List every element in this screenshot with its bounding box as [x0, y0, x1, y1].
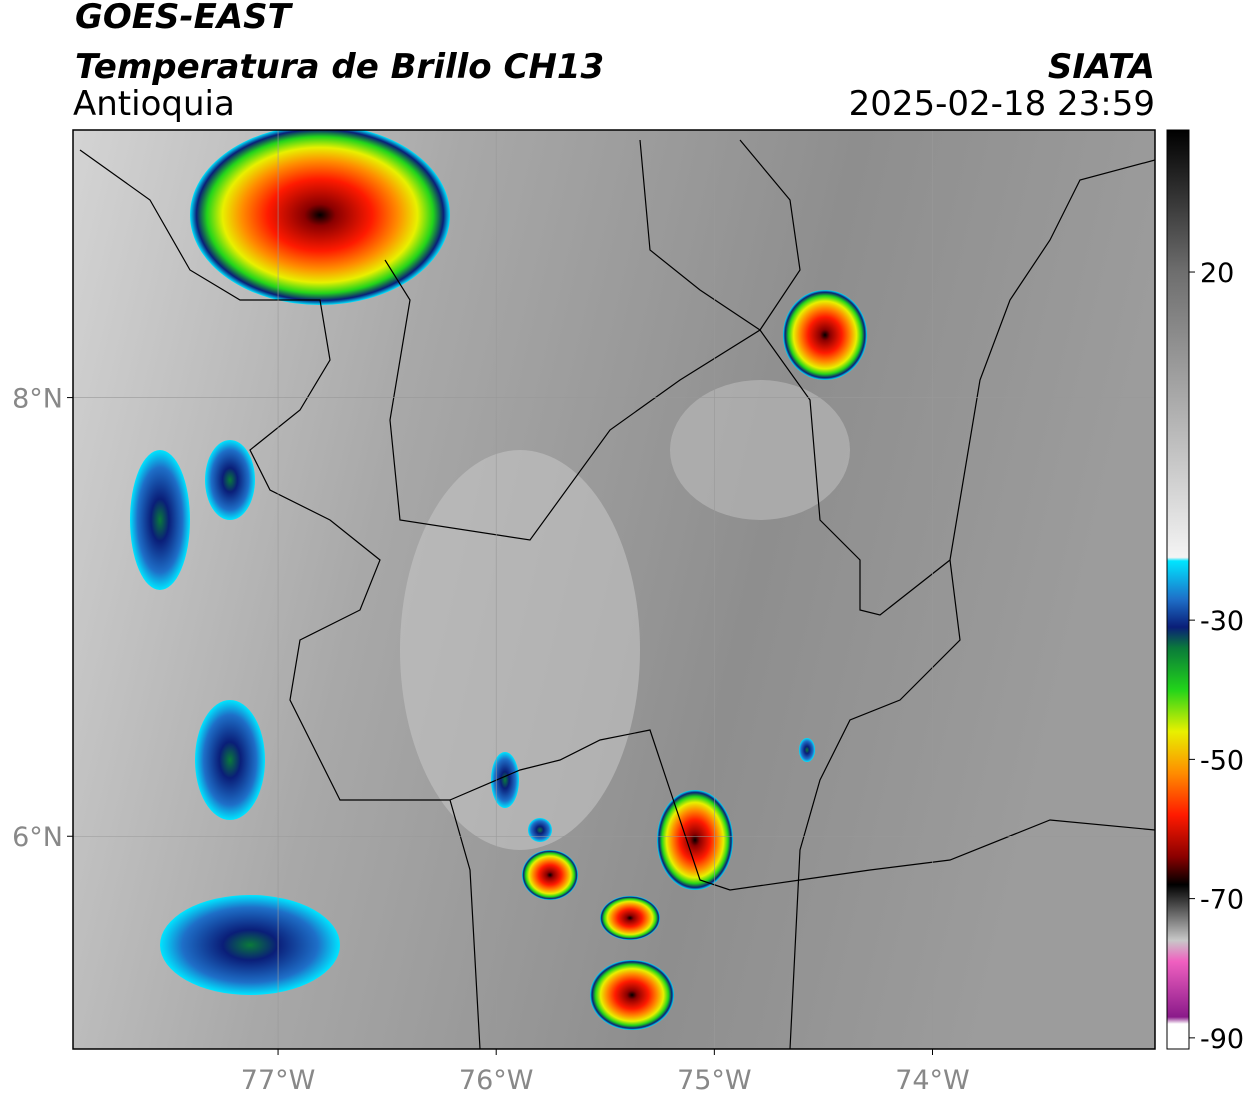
cold-cloud — [205, 440, 255, 520]
colorbar — [1166, 129, 1190, 1050]
cold-cloud — [491, 752, 519, 808]
region-label: Antioquia — [73, 84, 235, 124]
x-tick-label: 75°W — [677, 1065, 752, 1096]
product-title: Temperatura de Brillo CH13 — [75, 47, 604, 87]
x-tick-label: 74°W — [895, 1065, 970, 1096]
imagery — [73, 130, 1155, 1049]
storm — [190, 130, 450, 305]
storm — [522, 850, 578, 900]
source-label: SIATA — [1048, 47, 1155, 87]
borders — [79, 139, 1155, 1049]
x-tick-label: 76°W — [459, 1065, 534, 1096]
x-tick-label: 77°W — [241, 1065, 316, 1096]
satellite-title: GOES-EAST — [75, 0, 294, 37]
storm — [600, 896, 660, 940]
datetime-label: 2025-02-18 23:59 — [849, 84, 1155, 124]
cold-cloud — [130, 450, 190, 590]
cold-cloud — [528, 818, 552, 842]
colorbar-tick-label: -50 — [1200, 745, 1244, 776]
storm — [590, 960, 674, 1030]
cold-cloud — [160, 895, 340, 995]
cold-cloud — [195, 700, 265, 820]
cloud — [670, 380, 850, 520]
colorbar-tick-label: 20 — [1200, 258, 1234, 289]
grid — [73, 130, 1155, 1049]
storm — [783, 290, 867, 380]
colorbar-tick-label: -90 — [1200, 1024, 1244, 1055]
colorbar-tick-label: -70 — [1200, 885, 1244, 916]
y-tick-label: 8°N — [12, 384, 63, 415]
colorbar-tick-label: -30 — [1200, 606, 1244, 637]
cold-cloud — [799, 738, 815, 762]
y-tick-label: 6°N — [12, 822, 63, 853]
map-frame — [72, 129, 1156, 1050]
storm — [657, 790, 733, 890]
cloud — [400, 450, 640, 850]
